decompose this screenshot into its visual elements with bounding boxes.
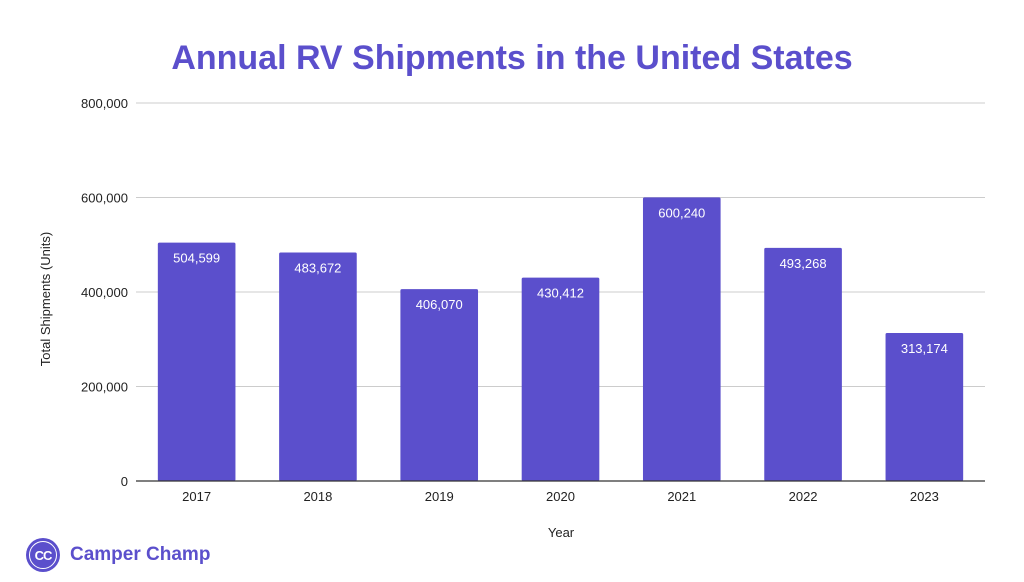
x-tick-label-2017: 2017 xyxy=(182,489,211,504)
bar-2018 xyxy=(279,252,357,481)
y-tick-label: 200,000 xyxy=(81,380,128,395)
bar-2020 xyxy=(521,277,600,481)
bar-2022 xyxy=(764,247,842,481)
x-tick-label-2023: 2023 xyxy=(910,489,939,504)
x-tick-label-2020: 2020 xyxy=(546,489,575,504)
y-tick-label: 0 xyxy=(121,474,128,489)
data-label-2017: 504,599 xyxy=(173,251,220,266)
y-tick-label: 800,000 xyxy=(81,96,128,111)
y-tick-label: 600,000 xyxy=(81,191,128,206)
data-label-2022: 493,268 xyxy=(780,256,827,271)
bar-2017 xyxy=(157,242,236,481)
x-axis-title: Year xyxy=(548,525,575,540)
bars xyxy=(157,197,964,481)
brand-logo-block: CC Camper Champ xyxy=(26,537,210,573)
data-label-2021: 600,240 xyxy=(658,205,705,220)
y-axis-tick-labels: 0 200,000 400,000 600,000 800,000 xyxy=(81,96,128,489)
x-tick-label-2021: 2021 xyxy=(667,489,696,504)
y-axis-title: Total Shipments (Units) xyxy=(38,232,53,366)
chart-title: Annual RV Shipments in the United States xyxy=(171,39,852,77)
bar-2023 xyxy=(885,333,964,481)
data-label-2020: 430,412 xyxy=(537,286,584,301)
data-label-2019: 406,070 xyxy=(416,297,463,312)
camper-champ-logo-icon: CC xyxy=(26,538,60,572)
y-tick-label: 400,000 xyxy=(81,285,128,300)
x-tick-label-2022: 2022 xyxy=(789,489,818,504)
data-labels: 504,599 483,672 406,070 430,412 600,240 493,2… xyxy=(173,205,948,356)
x-tick-label-2019: 2019 xyxy=(425,489,454,504)
x-tick-label-2018: 2018 xyxy=(303,489,332,504)
bar-2019 xyxy=(400,289,479,481)
logo-monogram: CC xyxy=(34,547,53,563)
x-axis-tick-labels: 2017 2018 2019 2020 2021 2022 2023 xyxy=(182,489,939,504)
brand-name: Camper Champ xyxy=(70,544,211,565)
bar-2021 xyxy=(642,197,721,481)
data-label-2023: 313,174 xyxy=(901,341,948,356)
data-label-2018: 483,672 xyxy=(294,260,341,275)
